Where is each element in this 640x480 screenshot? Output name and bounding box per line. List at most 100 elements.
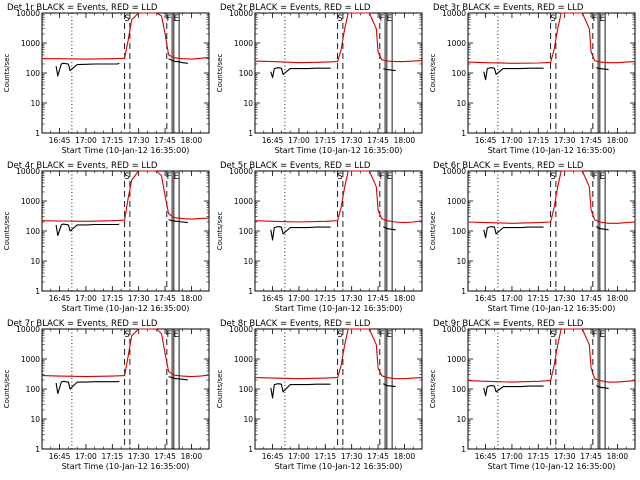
- y-tick-label: 1000: [234, 39, 253, 48]
- y-tick-label: 1: [461, 287, 466, 296]
- y-tick-label: 10: [243, 99, 253, 108]
- chart-title: Det 3r BLACK = Events, RED = LLD: [433, 3, 584, 13]
- chart-panel-6: Det 6r BLACK = Events, RED = LLD 1 10 100 10…: [429, 161, 636, 313]
- event-marker-label: S: [337, 330, 342, 340]
- x-tick-label: 17:00: [75, 136, 97, 145]
- x-axis-label: Start Time (10-Jan-12 16:35:00): [62, 304, 190, 313]
- x-tick-label: 18:00: [394, 452, 416, 461]
- x-tick-label: 17:00: [75, 452, 97, 461]
- x-tick-label: 17:45: [367, 294, 389, 303]
- y-tick-label: 10: [243, 257, 253, 266]
- chart-title: Det 8r BLACK = Events, RED = LLD: [220, 319, 371, 329]
- x-tick-label: 16:45: [475, 136, 497, 145]
- x-tick-label: 17:45: [154, 294, 176, 303]
- x-tick-label: 17:45: [154, 452, 176, 461]
- y-axis-label: Counts/sec: [3, 54, 11, 93]
- y-tick-label: 100: [26, 385, 41, 394]
- plot-frame: [41, 12, 210, 134]
- x-tick-label: 17:15: [102, 294, 124, 303]
- series-events-line: [55, 376, 188, 395]
- y-axis-label: Counts/sec: [429, 212, 437, 251]
- y-tick-label: 100: [452, 227, 467, 236]
- y-tick-label: 10000: [229, 167, 253, 176]
- series-events-line: [270, 383, 396, 399]
- x-tick-label: 18:00: [181, 294, 203, 303]
- y-tick-label: 10000: [229, 325, 253, 334]
- x-tick-label: 16:45: [475, 294, 497, 303]
- series-events-line: [270, 226, 396, 241]
- x-tick-label: 17:00: [288, 452, 310, 461]
- chart-panel-4: Det 4r BLACK = Events, RED = LLD 1 10 100 10…: [3, 161, 210, 313]
- chart-title: Det 9r BLACK = Events, RED = LLD: [433, 319, 584, 329]
- y-tick-label: 10: [456, 257, 466, 266]
- x-tick-label: 17:30: [128, 294, 150, 303]
- x-tick-label: 17:45: [580, 452, 602, 461]
- event-marker-label: E: [387, 14, 392, 24]
- y-tick-label: 100: [452, 385, 467, 394]
- plot-frame: [467, 328, 636, 450]
- event-marker-label: E: [174, 14, 179, 24]
- x-tick-label: 18:00: [607, 294, 629, 303]
- x-tick-label: 18:00: [181, 452, 203, 461]
- event-marker-label: E: [174, 330, 179, 340]
- y-axis-label: Counts/sec: [3, 212, 11, 251]
- event-marker-label: E: [600, 14, 605, 24]
- y-tick-label: 1: [35, 287, 40, 296]
- y-tick-label: 1000: [21, 197, 40, 206]
- y-tick-label: 10000: [16, 325, 40, 334]
- y-tick-label: 1000: [447, 197, 466, 206]
- y-axis-label: Counts/sec: [3, 370, 11, 409]
- event-marker-label: S: [124, 14, 129, 24]
- y-tick-label: 10000: [16, 9, 40, 18]
- y-tick-label: 10000: [442, 167, 466, 176]
- event-marker-label: S: [337, 14, 342, 24]
- series-events-line: [55, 219, 188, 237]
- x-tick-label: 17:00: [501, 294, 523, 303]
- y-tick-label: 100: [26, 227, 41, 236]
- y-tick-label: 10: [456, 99, 466, 108]
- y-tick-label: 1000: [21, 355, 40, 364]
- series-events-line: [270, 67, 396, 79]
- x-tick-label: 17:00: [501, 136, 523, 145]
- x-axis-label: Start Time (10-Jan-12 16:35:00): [62, 462, 190, 471]
- x-tick-label: 17:00: [288, 294, 310, 303]
- x-tick-label: 17:15: [528, 452, 550, 461]
- x-axis-label: Start Time (10-Jan-12 16:35:00): [275, 304, 403, 313]
- plot-frame: [467, 170, 636, 292]
- event-marker-label: E: [174, 172, 179, 182]
- x-tick-label: 17:45: [367, 136, 389, 145]
- chart-title: Det 6r BLACK = Events, RED = LLD: [433, 161, 584, 171]
- event-marker-label: E: [600, 172, 605, 182]
- x-axis-label: Start Time (10-Jan-12 16:35:00): [488, 304, 616, 313]
- y-tick-label: 100: [239, 385, 254, 394]
- chart-title: Det 2r BLACK = Events, RED = LLD: [220, 3, 371, 13]
- chart-title: Det 4r BLACK = Events, RED = LLD: [7, 161, 158, 171]
- event-marker-label: S: [124, 330, 129, 340]
- x-tick-label: 17:30: [554, 452, 576, 461]
- series-lld-line: [467, 170, 636, 224]
- y-tick-label: 1000: [447, 39, 466, 48]
- x-tick-label: 17:15: [315, 294, 337, 303]
- x-tick-label: 17:15: [102, 136, 124, 145]
- x-axis-label: Start Time (10-Jan-12 16:35:00): [488, 146, 616, 155]
- series-lld-line: [42, 12, 210, 60]
- event-marker-label: E: [387, 330, 392, 340]
- y-tick-label: 1: [248, 445, 253, 454]
- y-axis-label: Counts/sec: [216, 212, 224, 251]
- y-tick-label: 1: [35, 445, 40, 454]
- y-tick-label: 1: [461, 445, 466, 454]
- event-marker-label: E: [600, 330, 605, 340]
- x-tick-label: 17:45: [580, 136, 602, 145]
- x-tick-label: 18:00: [181, 136, 203, 145]
- series-lld-line: [254, 328, 423, 380]
- plot-frame: [254, 170, 423, 292]
- chart-panel-1: Det 1r BLACK = Events, RED = LLD 1 10 100 10…: [3, 3, 210, 155]
- y-tick-label: 1: [35, 129, 40, 138]
- plot-frame: [41, 328, 210, 450]
- y-tick-label: 10: [456, 415, 466, 424]
- event-marker-label: F: [593, 14, 598, 24]
- x-tick-label: 18:00: [394, 294, 416, 303]
- y-axis-label: Counts/sec: [216, 370, 224, 409]
- y-tick-label: 10: [30, 257, 40, 266]
